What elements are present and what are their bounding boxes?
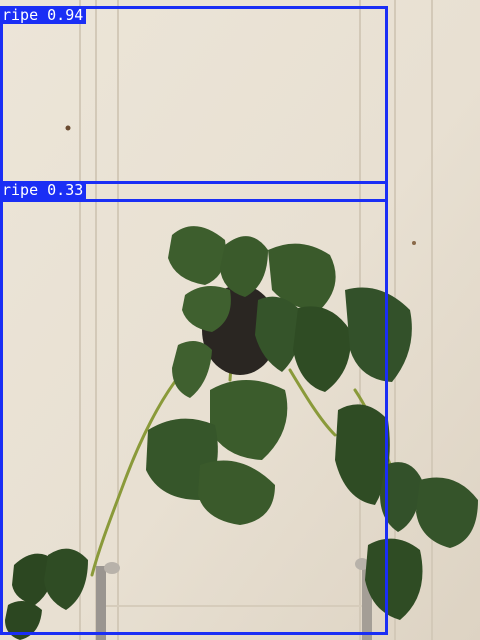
detection-label: ripe 0.94: [0, 6, 87, 24]
wall-speck: [65, 125, 71, 131]
detection-box-ripe-2: ripe 0.33: [0, 181, 388, 635]
wall-speck: [412, 241, 416, 245]
plant-leaves: [5, 226, 478, 640]
pipes: [96, 558, 372, 640]
detection-label: ripe 0.33: [0, 181, 87, 199]
detection-box-ripe-1: ripe 0.94: [0, 6, 388, 202]
